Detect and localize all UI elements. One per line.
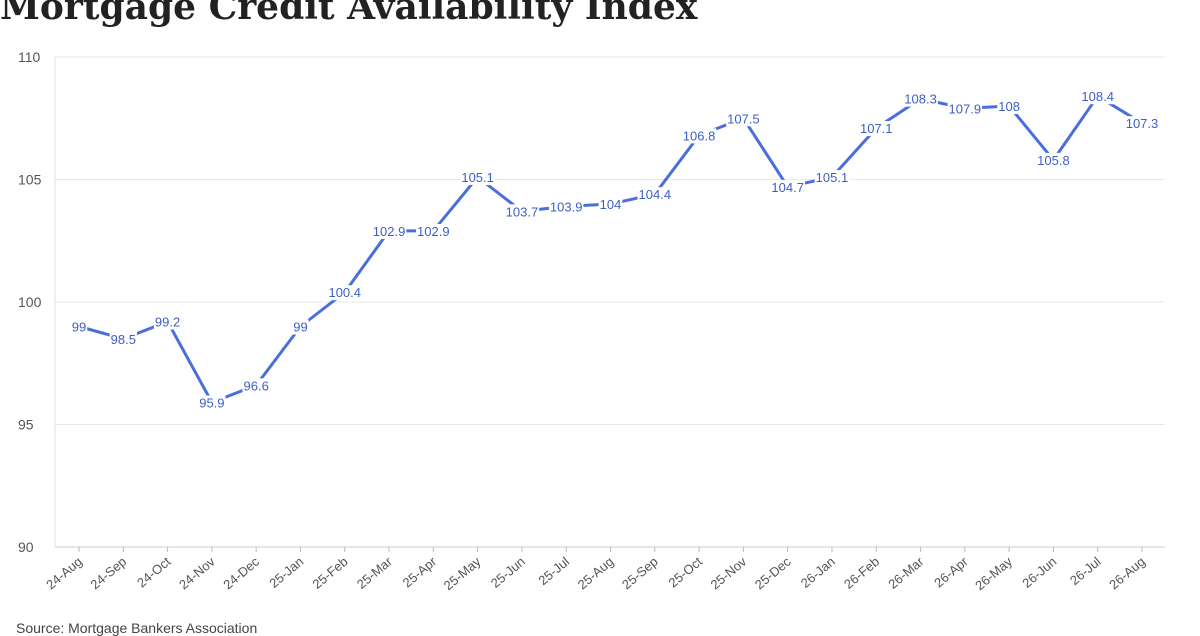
y-tick-label: 95 — [18, 417, 34, 433]
data-label-bg — [1124, 116, 1160, 132]
data-label-bg — [997, 99, 1021, 114]
data-label: 95.9 — [199, 395, 224, 410]
x-tick-label: 26-Apr — [931, 553, 971, 590]
x-tick-label: 26-Jan — [798, 554, 838, 591]
data-label: 107.1 — [860, 121, 893, 136]
data-label: 103.9 — [550, 199, 583, 214]
data-label: 105.8 — [1037, 153, 1070, 168]
data-label: 102.9 — [417, 224, 450, 239]
data-label-bg — [416, 223, 451, 239]
data-label: 99 — [72, 320, 86, 335]
data-label-bg — [947, 101, 983, 117]
data-label-bg — [903, 91, 938, 107]
x-tick-label: 26-Jul — [1067, 554, 1104, 588]
data-label-bg — [504, 204, 540, 220]
data-label: 102.9 — [373, 224, 406, 239]
y-tick-label: 100 — [18, 294, 42, 310]
data-label: 107.5 — [727, 111, 760, 126]
data-label: 100.4 — [328, 285, 361, 300]
data-label-bg — [681, 128, 717, 144]
x-tick-label: 25-Sep — [619, 554, 661, 592]
x-tick-label: 25-Apr — [400, 553, 440, 590]
x-tick-label: 25-Oct — [665, 554, 705, 591]
data-label: 98.5 — [111, 332, 136, 347]
series-line — [77, 94, 1144, 404]
source-note: Source: Mortgage Bankers Association — [16, 620, 258, 636]
data-label-bg — [327, 285, 363, 301]
x-tick-label: 26-Aug — [1106, 554, 1148, 592]
data-label: 104.7 — [771, 180, 804, 195]
data-label-bg — [726, 111, 761, 127]
data-label: 107.3 — [1126, 116, 1159, 131]
data-label-bg — [637, 187, 673, 203]
y-tick-label: 90 — [18, 539, 34, 555]
x-tick-label: 25-May — [441, 553, 484, 593]
x-tick-label: 26-May — [972, 553, 1015, 593]
x-tick-label: 26-Feb — [841, 554, 882, 592]
data-label: 105.1 — [816, 170, 849, 185]
data-label-bg — [598, 197, 623, 212]
x-tick-label: 24-Aug — [43, 554, 85, 592]
x-tick-label: 25-Aug — [575, 554, 617, 592]
data-label: 105.1 — [461, 170, 494, 185]
x-tick-label: 25-Jun — [488, 554, 528, 591]
x-tick-label: 24-Oct — [134, 554, 174, 591]
data-label: 108.3 — [904, 92, 937, 107]
data-label: 108 — [998, 99, 1020, 114]
x-tick-label: 24-Dec — [220, 553, 262, 592]
x-tick-label: 24-Sep — [87, 554, 129, 592]
data-label-bg — [371, 223, 407, 239]
data-label-bg — [198, 395, 226, 411]
x-tick-label: 25-Nov — [708, 553, 750, 592]
data-label-bg — [70, 319, 88, 335]
data-label: 104.4 — [639, 187, 672, 202]
data-label-bg — [242, 378, 270, 394]
data-label-bg — [1080, 89, 1115, 105]
y-tick-label: 110 — [18, 49, 41, 65]
data-label-bg — [292, 319, 309, 335]
data-label-bg — [460, 170, 495, 186]
data-label: 107.9 — [949, 101, 982, 116]
data-label: 96.6 — [244, 378, 269, 393]
x-tick-label: 26-Mar — [885, 553, 927, 591]
x-tick-label: 25-Mar — [354, 553, 396, 591]
data-label-bg — [858, 121, 894, 137]
data-label-bg — [770, 179, 805, 195]
data-label-bg — [153, 314, 182, 330]
data-label-bg — [548, 199, 584, 215]
x-tick-label: 25-Jan — [266, 554, 306, 591]
x-tick-label: 25-Dec — [752, 553, 794, 592]
chart-title: Mortgage Credit Availability Index — [0, 0, 698, 28]
data-label: 99 — [293, 320, 307, 335]
y-tick-label: 105 — [18, 172, 42, 188]
data-label-bg — [109, 331, 137, 347]
x-tick-label: 26-Jun — [1019, 554, 1059, 591]
x-tick-label: 24-Nov — [176, 553, 218, 592]
data-label: 104 — [600, 197, 622, 212]
x-tick-label: 25-Feb — [309, 554, 350, 592]
x-tick-label: 25-Jul — [535, 554, 572, 588]
data-label: 108.4 — [1081, 89, 1114, 104]
data-label-bg — [1036, 152, 1071, 168]
data-label-bg — [814, 170, 850, 186]
data-label: 103.7 — [506, 204, 539, 219]
data-label: 99.2 — [155, 315, 180, 330]
data-label: 106.8 — [683, 128, 716, 143]
